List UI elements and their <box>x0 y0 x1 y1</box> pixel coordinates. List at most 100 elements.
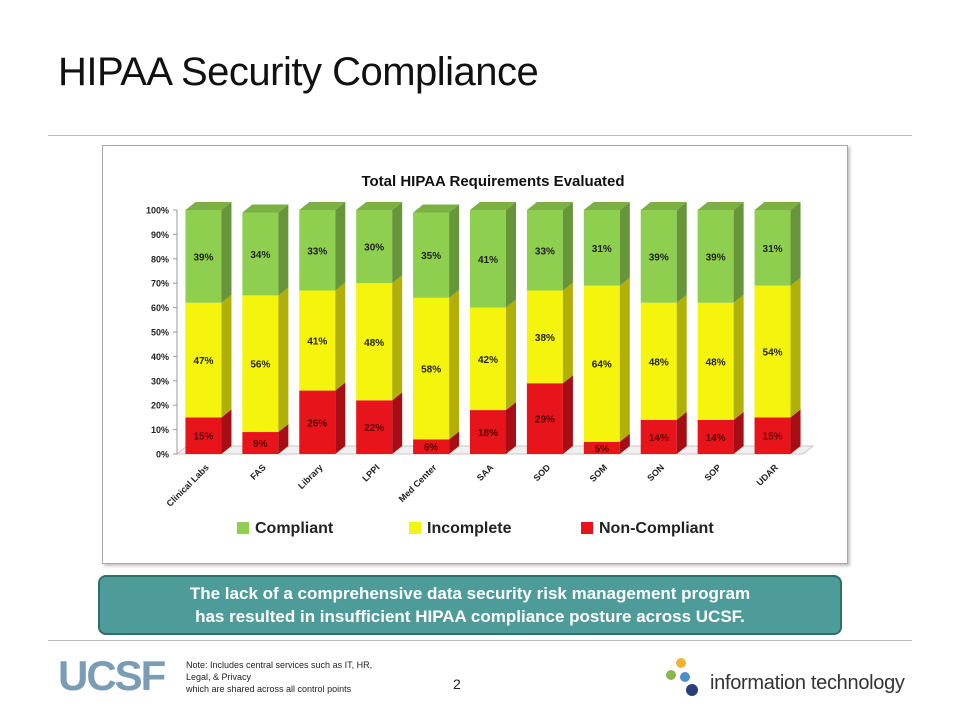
y-tick-label: 10% <box>151 425 169 435</box>
data-label: 34% <box>250 250 270 261</box>
x-tick-label: SON <box>645 462 666 483</box>
bar-side <box>790 409 801 454</box>
x-tick-label: Library <box>296 462 325 491</box>
data-label: 29% <box>535 415 555 426</box>
x-tick-label: SOP <box>703 462 724 483</box>
footnote: Note: Includes central services such as … <box>186 659 446 695</box>
data-label: 54% <box>763 348 783 359</box>
bar-segment <box>526 290 563 384</box>
bar-side <box>449 431 460 454</box>
bar-side <box>676 411 687 454</box>
x-tick-label: FAS <box>248 462 267 481</box>
bar-segment <box>526 210 563 291</box>
data-label: 30% <box>364 243 384 254</box>
y-tick-label: 30% <box>151 376 169 386</box>
data-label: 22% <box>364 423 384 434</box>
data-label: 41% <box>307 337 327 348</box>
bar-segment <box>185 302 222 418</box>
bar-segment <box>640 302 677 420</box>
data-label: 14% <box>706 433 726 444</box>
x-tick-label: SOD <box>531 462 552 483</box>
footnote-line-3: which are shared across all control poin… <box>186 684 352 694</box>
bar-side <box>221 409 232 454</box>
data-label: 48% <box>706 357 726 368</box>
bar-side <box>335 282 346 391</box>
data-label: 58% <box>421 365 441 376</box>
bar-segment <box>299 290 336 391</box>
bar-segment <box>242 432 279 454</box>
bar-side <box>562 202 573 291</box>
bar-segment <box>185 210 222 303</box>
data-label: 18% <box>478 428 498 439</box>
bar-segment <box>583 210 620 286</box>
data-label: 15% <box>193 432 213 443</box>
bar-segment <box>526 383 563 454</box>
bar-side <box>790 202 801 286</box>
y-tick-label: 70% <box>151 279 169 289</box>
x-tick-label: Clinical Labs <box>165 462 211 508</box>
ucsf-logo: UCSF <box>58 652 166 699</box>
legend-label: Non-Compliant <box>599 520 714 537</box>
bar-side <box>562 375 573 454</box>
legend-swatch <box>581 522 593 534</box>
bar-segment <box>185 417 222 454</box>
bar-top <box>640 202 687 210</box>
data-label: 33% <box>307 246 327 257</box>
footnote-line-2: Legal, & Privacy <box>186 672 252 682</box>
footnote-line-1: Note: Includes central services such as … <box>186 660 373 670</box>
bar-top <box>299 202 346 210</box>
y-tick-label: 90% <box>151 230 169 240</box>
data-label: 42% <box>478 355 498 366</box>
data-label: 38% <box>535 333 555 344</box>
data-label: 9% <box>253 439 268 450</box>
bar-side <box>562 282 573 384</box>
chart-frame: Total HIPAA Requirements Evaluated 0% 10% 2… <box>102 145 848 564</box>
data-label: 15% <box>763 432 783 443</box>
bar-side <box>506 202 516 308</box>
bar-segment <box>413 297 450 440</box>
bar-side <box>392 202 403 284</box>
bar-top <box>754 202 801 210</box>
slide-title: HIPAA Security Compliance <box>58 50 539 94</box>
bar-top <box>526 202 573 210</box>
bar-side <box>619 202 630 286</box>
data-label: 14% <box>649 433 669 444</box>
bar-segment <box>640 419 677 454</box>
bar-top <box>583 202 630 210</box>
data-label: 47% <box>193 356 213 367</box>
it-logo-text: information technology <box>710 672 905 694</box>
data-label: 39% <box>193 252 213 263</box>
data-label: 33% <box>535 246 555 257</box>
bar-side <box>392 275 403 401</box>
bar-segment <box>299 210 336 291</box>
bar-segment <box>697 210 734 303</box>
data-label: 56% <box>250 360 270 371</box>
x-tick-label: UDAR <box>755 462 781 488</box>
logo-dot-icon <box>676 658 686 668</box>
y-tick-label: 0% <box>156 450 169 460</box>
bar-side <box>676 294 687 420</box>
bar-side <box>506 402 516 454</box>
stacked-bar-chart: Total HIPAA Requirements Evaluated 0% 10% 2… <box>146 173 815 537</box>
bar-side <box>335 382 346 454</box>
bar-top <box>185 202 232 210</box>
data-label: 26% <box>307 418 327 429</box>
data-label: 31% <box>592 244 612 255</box>
top-divider <box>48 135 912 136</box>
data-label: 48% <box>364 338 384 349</box>
bar-side <box>790 277 801 418</box>
y-tick-label: 40% <box>151 352 169 362</box>
logo-dot-icon <box>680 672 690 682</box>
bar-segment <box>754 210 791 286</box>
data-label: 39% <box>706 252 726 263</box>
data-label: 35% <box>421 251 441 262</box>
y-tick-label: 80% <box>151 254 169 264</box>
y-tick-label: 20% <box>151 401 169 411</box>
bar-segment <box>413 212 450 298</box>
bar-segment <box>697 302 734 420</box>
bar-segment <box>754 285 791 418</box>
bar-side <box>449 204 460 298</box>
bar-segment <box>242 212 279 296</box>
bar-side <box>733 202 744 303</box>
bar-segment <box>583 441 620 454</box>
